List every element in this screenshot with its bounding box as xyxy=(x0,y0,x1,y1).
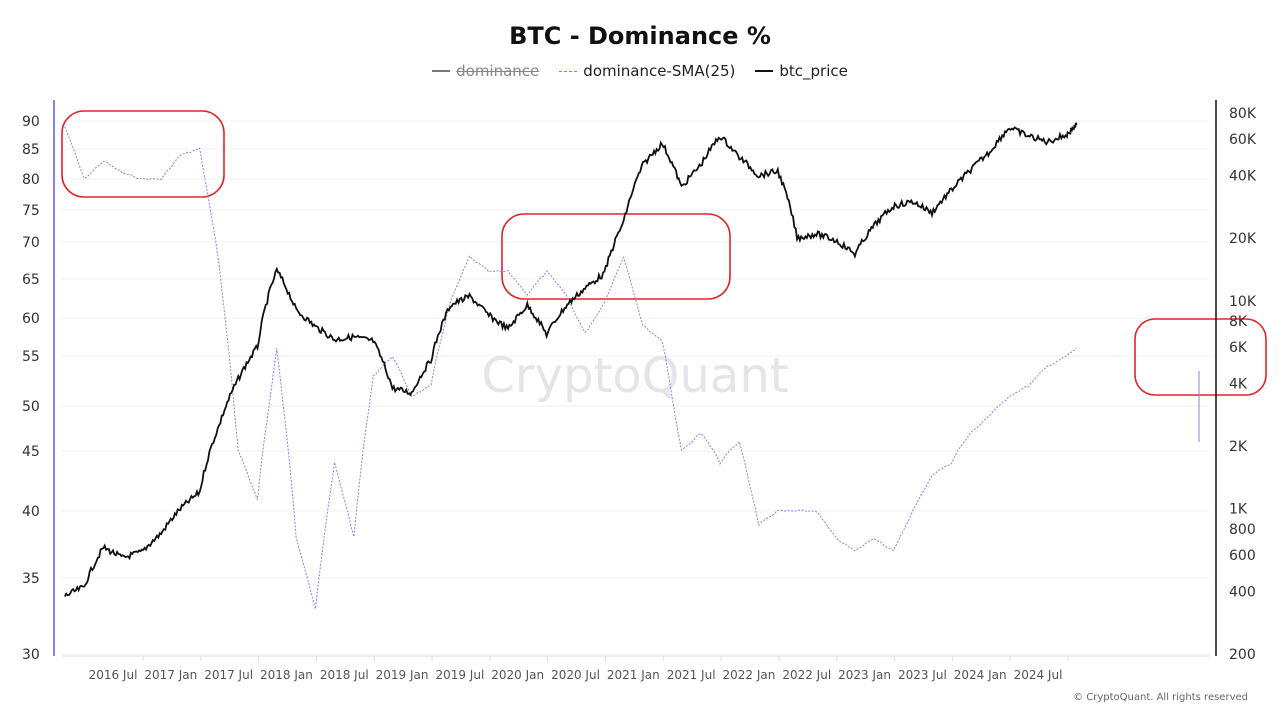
y-left-tick: 40 xyxy=(22,504,40,520)
x-tick: 2024 Jul xyxy=(1014,668,1063,682)
y-right-tick: 8K xyxy=(1229,314,1248,330)
y-left-tick: 50 xyxy=(22,399,40,415)
series-lines xyxy=(63,122,1200,610)
dotted-line-swatch-icon xyxy=(559,70,578,72)
x-axis-labels: 2016 Jul 2017 Jan 2017 Jul 2018 Jan 2018 Jul… xyxy=(62,655,1210,682)
y-right-tick: 60K xyxy=(1229,132,1257,148)
y-left-tick: 35 xyxy=(22,571,40,587)
y-left-tick: 55 xyxy=(22,349,40,365)
x-tick: 2017 Jul xyxy=(204,668,253,682)
y-right-tick: 1K xyxy=(1229,502,1248,518)
btc-price-line xyxy=(63,122,1078,597)
legend-item-btc-price[interactable]: btc_price xyxy=(755,62,848,80)
highlight-box-2024 xyxy=(1134,318,1267,396)
y-right-tick: 20K xyxy=(1229,231,1257,247)
legend-label: btc_price xyxy=(779,62,848,80)
x-tick: 2022 Jul xyxy=(782,668,831,682)
x-tick: 2020 Jan xyxy=(491,668,544,682)
chart-title: BTC - Dominance % xyxy=(509,22,771,50)
dominance-sma-line xyxy=(64,126,1077,610)
legend-label: dominance-SMA(25) xyxy=(583,62,736,80)
x-tick: 2020 Jul xyxy=(551,668,600,682)
highlight-box-2016 xyxy=(61,110,225,198)
y-left-tick: 70 xyxy=(22,235,40,251)
y-right-tick: 80K xyxy=(1229,106,1257,122)
x-tick: 2024 Jan xyxy=(954,668,1007,682)
y-right-tick: 40K xyxy=(1229,169,1257,185)
y-left-tick: 60 xyxy=(22,311,40,327)
legend-item-dominance[interactable]: dominance xyxy=(432,62,539,80)
x-tick: 2018 Jan xyxy=(260,668,313,682)
x-tick: 2021 Jan xyxy=(607,668,660,682)
x-tick: 2023 Jul xyxy=(898,668,947,682)
y-right-tick: 600 xyxy=(1229,548,1256,564)
y-right-tick: 800 xyxy=(1229,522,1256,538)
y-right-tick: 200 xyxy=(1229,647,1256,663)
y-left-tick: 30 xyxy=(22,647,40,663)
copyright-footer: © CryptoQuant. All rights reserved xyxy=(1073,692,1248,703)
annotation-boxes xyxy=(61,110,1267,396)
right-axis-labels: 200 400 600 800 1K 2K 4K 6K 8K 10K 20K 40K 60K 80K xyxy=(1229,106,1257,663)
legend-label: dominance xyxy=(456,62,540,80)
y-left-tick: 90 xyxy=(22,114,40,130)
y-right-tick: 4K xyxy=(1229,377,1248,393)
x-tick: 2022 Jan xyxy=(723,668,776,682)
y-left-tick: 45 xyxy=(22,444,40,460)
y-left-tick: 75 xyxy=(22,203,40,219)
legend-item-dominance-sma[interactable]: dominance-SMA(25) xyxy=(559,62,735,80)
x-tick: 2019 Jul xyxy=(435,668,484,682)
watermark: CryptoQuant xyxy=(481,348,788,404)
grid-lines xyxy=(62,120,1210,655)
y-left-tick: 65 xyxy=(22,272,40,288)
left-axis-labels: 30 35 40 45 50 55 60 65 70 75 80 85 90 xyxy=(22,114,40,663)
x-tick: 2023 Jan xyxy=(838,668,891,682)
solid-line-swatch-icon xyxy=(755,70,774,72)
x-tick: 2016 Jul xyxy=(89,668,138,682)
chart-legend: dominance dominance-SMA(25) btc_price xyxy=(0,62,1280,80)
y-left-tick: 80 xyxy=(22,172,40,188)
line-swatch-icon xyxy=(432,70,451,72)
y-right-tick: 2K xyxy=(1229,439,1248,455)
highlight-box-2019-2020 xyxy=(501,213,731,300)
y-left-tick: 85 xyxy=(22,142,40,158)
y-right-tick: 400 xyxy=(1229,584,1256,600)
x-tick: 2021 Jul xyxy=(667,668,716,682)
x-tick: 2018 Jul xyxy=(320,668,369,682)
x-tick: 2017 Jan xyxy=(144,668,197,682)
x-tick: 2019 Jan xyxy=(376,668,429,682)
y-right-tick: 6K xyxy=(1229,340,1248,356)
y-right-tick: 10K xyxy=(1229,294,1257,310)
